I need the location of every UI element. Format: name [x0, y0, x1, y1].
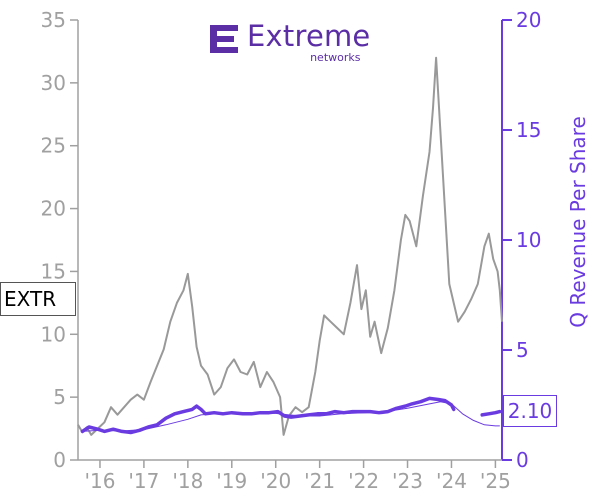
series-layer — [77, 56, 503, 436]
ticker-label: EXTR — [0, 282, 76, 316]
right-tick-label: 0 — [516, 448, 529, 472]
x-tick-label: '20 — [260, 469, 291, 493]
extreme-networks-logo: Extreme networks — [207, 22, 370, 63]
left-price-axis: 0 5 10 15 20 25 30 35 — [41, 8, 79, 472]
left-tick-label: 20 — [41, 197, 66, 221]
x-tick-label: '23 — [392, 469, 423, 493]
right-tick-label: 15 — [516, 118, 541, 142]
extreme-logo-icon — [210, 25, 238, 53]
left-tick-label: 10 — [41, 322, 66, 346]
revenue-per-share-line-1 — [80, 396, 456, 435]
left-tick-label: 15 — [41, 259, 66, 283]
left-tick-label: 25 — [41, 134, 66, 158]
x-tick-label: '19 — [216, 469, 247, 493]
right-tick-label: 5 — [516, 338, 529, 362]
right-tick-label: 10 — [516, 228, 541, 252]
x-year-axis: '16 '17 '18 '19 '20 '21 '22 '23 '24 '25 — [78, 459, 511, 493]
price-line — [77, 56, 503, 436]
left-tick-label: 0 — [53, 448, 66, 472]
x-tick-label: '21 — [304, 469, 335, 493]
right-tick-label: 20 — [516, 8, 541, 32]
x-tick-label: '16 — [84, 469, 115, 493]
x-tick-label: '25 — [480, 469, 511, 493]
right-revenue-axis: 0 5 10 15 20 — [501, 8, 541, 472]
right-axis-title: Q Revenue Per Share — [566, 116, 590, 328]
x-tick-label: '17 — [128, 469, 159, 493]
x-tick-label: '22 — [348, 469, 379, 493]
left-tick-label: 35 — [41, 8, 66, 32]
revenue-per-share-line-2 — [480, 409, 502, 417]
left-tick-label: 30 — [41, 71, 66, 95]
last-value-label: 2.10 — [503, 395, 557, 427]
x-tick-label: '18 — [172, 469, 203, 493]
left-tick-label: 5 — [53, 385, 66, 409]
logo-subtitle: networks — [310, 51, 361, 64]
logo-name: Extreme — [247, 19, 371, 53]
x-tick-label: '24 — [436, 469, 467, 493]
